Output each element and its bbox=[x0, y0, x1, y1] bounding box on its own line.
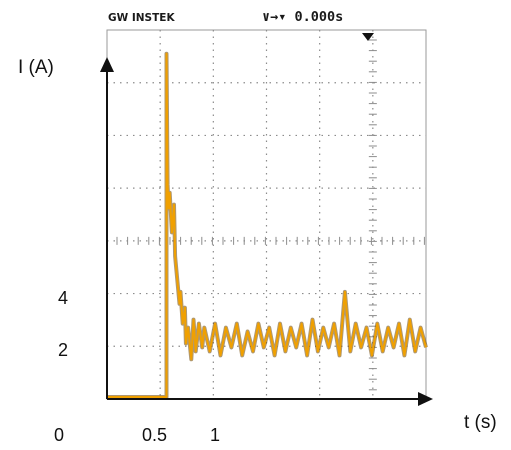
trigger-marker-icon bbox=[362, 33, 374, 41]
brand-label: GW INSTEK bbox=[108, 12, 175, 24]
y-tick-label: 2 bbox=[58, 340, 68, 360]
x-tick-label: 0 bbox=[54, 425, 64, 445]
axes bbox=[100, 57, 433, 406]
trigger-status: ∨→▾ 0.000s bbox=[262, 9, 343, 25]
y-axis-label: I (A) bbox=[18, 57, 54, 78]
grid bbox=[107, 30, 426, 399]
current-trace bbox=[107, 51, 428, 399]
tick-labels: 0 0.5 1 2 4 bbox=[54, 288, 220, 445]
x-tick-label: 1 bbox=[210, 425, 220, 445]
x-tick-label: 0.5 bbox=[142, 425, 167, 445]
y-axis-arrow-icon bbox=[100, 57, 114, 72]
y-tick-label: 4 bbox=[58, 288, 68, 308]
current-trace-line bbox=[107, 52, 427, 398]
x-axis-label: t (s) bbox=[464, 412, 497, 433]
x-axis-arrow-icon bbox=[418, 392, 433, 406]
screen-header: GW INSTEK ∨→▾ 0.000s bbox=[108, 9, 343, 25]
